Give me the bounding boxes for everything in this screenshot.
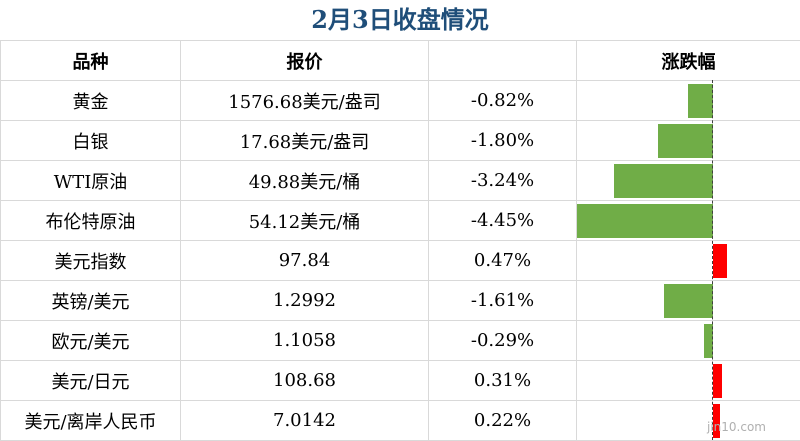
instrument-name: 白银 — [1, 121, 181, 161]
change-bar — [658, 124, 713, 158]
change-bar-cell — [577, 241, 800, 281]
change-bar-cell — [577, 201, 800, 241]
table-header-row: 品种 报价 涨跌幅 — [1, 41, 800, 81]
page-title: 2月3日收盘情况 — [0, 0, 800, 40]
instrument-price: 97.84 — [181, 241, 429, 281]
instrument-name: 黄金 — [1, 81, 181, 121]
instrument-change: 0.31% — [429, 361, 577, 401]
instrument-change: -4.45% — [429, 201, 577, 241]
instrument-name: 美元/离岸人民币 — [1, 401, 181, 441]
instrument-name: 布伦特原油 — [1, 201, 181, 241]
instrument-name: 英镑/美元 — [1, 281, 181, 321]
instrument-price: 7.0142 — [181, 401, 429, 441]
change-bar-cell — [577, 281, 800, 321]
instrument-name: 欧元/美元 — [1, 321, 181, 361]
header-name: 品种 — [1, 41, 181, 81]
instrument-change: -3.24% — [429, 161, 577, 201]
instrument-change: 0.22% — [429, 401, 577, 441]
change-bar-cell — [577, 161, 800, 201]
instrument-change: 0.47% — [429, 241, 577, 281]
change-bar — [688, 84, 713, 118]
instrument-name: 美元/日元 — [1, 361, 181, 401]
instrument-change: -1.80% — [429, 121, 577, 161]
change-bar-cell — [577, 81, 800, 121]
change-bar-cell — [577, 401, 800, 441]
instrument-price: 1.1058 — [181, 321, 429, 361]
change-bar — [713, 364, 722, 398]
change-bar — [577, 204, 713, 238]
change-bar-cell — [577, 121, 800, 161]
change-bar-cell — [577, 321, 800, 361]
instrument-name: 美元指数 — [1, 241, 181, 281]
change-bar — [614, 164, 713, 198]
header-change — [429, 41, 577, 81]
instrument-price: 1.2992 — [181, 281, 429, 321]
instrument-change: -0.29% — [429, 321, 577, 361]
instrument-price: 49.88美元/桶 — [181, 161, 429, 201]
instrument-change: -0.82% — [429, 81, 577, 121]
instrument-change: -1.61% — [429, 281, 577, 321]
instrument-price: 17.68美元/盎司 — [181, 121, 429, 161]
instrument-price: 1576.68美元/盎司 — [181, 81, 429, 121]
header-change-range: 涨跌幅 — [577, 41, 800, 81]
change-bar-cell — [577, 361, 800, 401]
instrument-price: 108.68 — [181, 361, 429, 401]
instrument-price: 54.12美元/桶 — [181, 201, 429, 241]
change-bar — [664, 284, 713, 318]
header-price: 报价 — [181, 41, 429, 81]
bar-axis — [712, 80, 713, 440]
instrument-name: WTI原油 — [1, 161, 181, 201]
watermark: jin10.com — [707, 420, 766, 434]
change-bar — [713, 244, 727, 278]
